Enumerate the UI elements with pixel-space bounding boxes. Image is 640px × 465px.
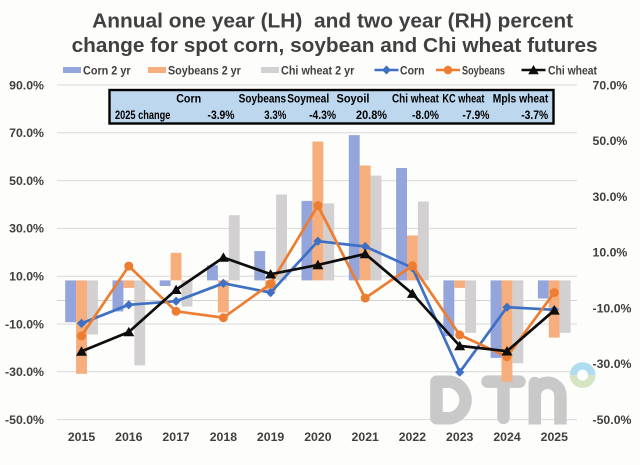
svg-text:Soybeans: Soybeans (239, 94, 287, 106)
svg-text:KC wheat: KC wheat (442, 94, 484, 106)
svg-text:2025 change: 2025 change (115, 110, 170, 122)
svg-text:Chi wheat: Chi wheat (548, 66, 597, 78)
svg-text:-7.9%: -7.9% (462, 110, 489, 122)
svg-text:2016: 2016 (115, 430, 143, 444)
svg-text:50.0%: 50.0% (593, 134, 628, 148)
svg-text:20.8%: 20.8% (356, 110, 387, 122)
svg-text:10.0%: 10.0% (593, 246, 628, 260)
svg-text:Corn: Corn (400, 66, 425, 78)
svg-text:10.0%: 10.0% (9, 270, 44, 284)
svg-text:-50.0%: -50.0% (593, 413, 632, 427)
svg-text:70.0%: 70.0% (9, 126, 44, 140)
svg-text:90.0%: 90.0% (9, 78, 44, 92)
svg-text:Soymeal: Soymeal (287, 94, 329, 106)
svg-text:2017: 2017 (162, 430, 190, 444)
svg-text:2021: 2021 (352, 430, 380, 444)
svg-text:2015: 2015 (68, 430, 96, 444)
svg-text:3.3%: 3.3% (264, 110, 286, 122)
svg-text:-3.7%: -3.7% (521, 110, 548, 122)
svg-text:2019: 2019 (257, 430, 285, 444)
svg-text:-10.0%: -10.0% (5, 317, 44, 331)
svg-text:70.0%: 70.0% (593, 78, 628, 92)
svg-text:2022: 2022 (399, 430, 427, 444)
svg-text:Chi wheat: Chi wheat (392, 94, 439, 106)
svg-text:-30.0%: -30.0% (5, 365, 44, 379)
svg-text:change for spot corn, soybean: change for spot corn, soybean and Chi wh… (72, 35, 598, 57)
svg-text:-3.9%: -3.9% (208, 110, 235, 122)
svg-text:Soyoil: Soyoil (337, 94, 370, 106)
svg-text:2023: 2023 (446, 430, 474, 444)
svg-text:30.0%: 30.0% (9, 222, 44, 236)
svg-text:2024: 2024 (493, 430, 521, 444)
svg-text:Soybeans 2 yr: Soybeans 2 yr (168, 66, 241, 78)
svg-text:Chi wheat 2 yr: Chi wheat 2 yr (281, 66, 355, 78)
svg-text:2018: 2018 (210, 430, 238, 444)
svg-text:30.0%: 30.0% (593, 190, 628, 204)
svg-text:-8.0%: -8.0% (412, 110, 439, 122)
svg-text:Mpls wheat: Mpls wheat (493, 94, 549, 106)
svg-text:Corn: Corn (176, 94, 201, 106)
svg-text:50.0%: 50.0% (9, 174, 44, 188)
svg-text:Annual one year (LH) and two: Annual one year (LH) and two year (RH) p… (92, 11, 573, 33)
svg-text:-4.3%: -4.3% (309, 110, 336, 122)
svg-text:2020: 2020 (304, 430, 332, 444)
svg-text:Soybeans: Soybeans (462, 66, 505, 78)
svg-text:-50.0%: -50.0% (5, 413, 44, 427)
svg-text:2025: 2025 (541, 430, 569, 444)
svg-text:-30.0%: -30.0% (593, 357, 632, 371)
svg-text:-10.0%: -10.0% (593, 301, 632, 315)
svg-text:Corn 2 yr: Corn 2 yr (83, 66, 131, 78)
